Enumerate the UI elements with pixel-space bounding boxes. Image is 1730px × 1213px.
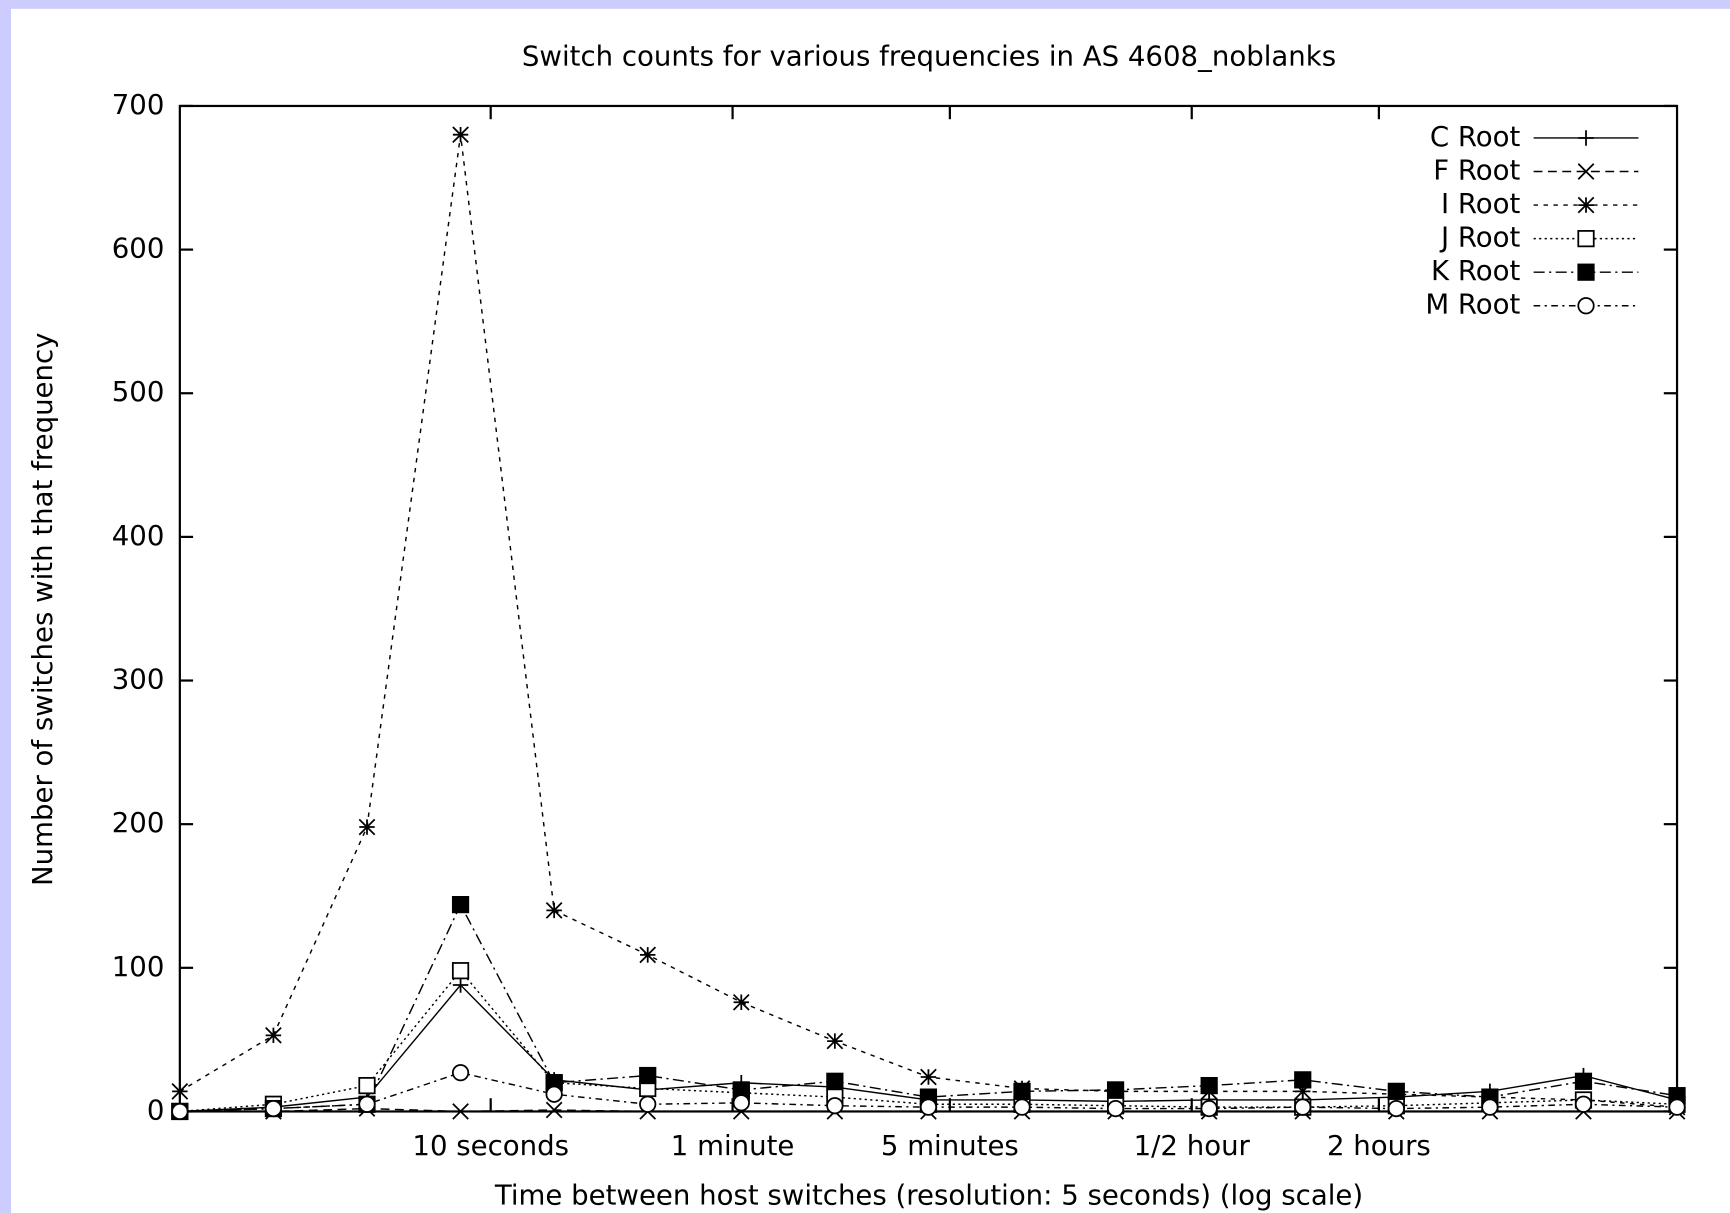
point (1481, 1098, 1499, 1116)
x-tick-label: 1 minute (671, 1129, 795, 1162)
chart-background (11, 8, 1730, 1213)
point (171, 1082, 189, 1100)
x-tick-label: 5 minutes (881, 1129, 1019, 1162)
legend-marker (1577, 196, 1595, 214)
point (451, 962, 470, 980)
x-axis-label: Time between host switches (resolution: … (494, 1178, 1363, 1211)
y-axis-label: Number of switches with that frequency (26, 332, 59, 886)
point (1106, 1081, 1125, 1099)
point (452, 1103, 469, 1120)
point (1106, 1099, 1125, 1118)
legend-label: C Root (1430, 120, 1521, 153)
y-tick-label: 0 (147, 1093, 165, 1126)
point (826, 1032, 844, 1050)
series-line (179, 1071, 1678, 1113)
legend-label: J Root (1439, 221, 1521, 254)
series-line (179, 969, 1678, 1113)
y-tick-label: 200 (112, 806, 165, 839)
point (920, 1068, 937, 1086)
y-tick-label: 100 (112, 950, 165, 983)
point (826, 1097, 844, 1115)
point (639, 1095, 657, 1113)
y-tick-label: 400 (112, 519, 165, 552)
point (452, 126, 469, 144)
chart-title: Switch counts for various frequencies in… (522, 39, 1336, 72)
point (1387, 1099, 1405, 1118)
point (732, 1094, 750, 1112)
legend-label: K Root (1431, 254, 1521, 287)
point (1668, 1098, 1686, 1116)
legend-marker (1577, 163, 1595, 180)
point (1294, 1082, 1312, 1100)
point (1574, 1095, 1593, 1113)
x-tick-label: 2 hours (1327, 1129, 1431, 1162)
point (1200, 1099, 1218, 1118)
y-tick-label: 700 (112, 88, 165, 121)
point (1294, 1098, 1312, 1116)
legend-label: F Root (1433, 154, 1520, 187)
point (264, 1099, 283, 1118)
point (1200, 1076, 1218, 1095)
y-tick-label: 300 (112, 663, 165, 696)
point (639, 1066, 657, 1085)
point (732, 993, 750, 1011)
y-tick-label: 600 (112, 232, 165, 265)
point (1013, 1098, 1031, 1116)
legend-label: I Root (1441, 187, 1521, 220)
point (545, 1101, 563, 1119)
point (826, 1072, 844, 1090)
legend-label: M Root (1425, 288, 1520, 321)
point (451, 896, 470, 914)
point (171, 1102, 189, 1121)
point (1387, 1082, 1405, 1100)
y-tick-label: 500 (112, 375, 165, 408)
legend-marker (1577, 263, 1595, 281)
series-line (179, 902, 1678, 1113)
x-tick-label: 10 seconds (412, 1129, 569, 1162)
point (452, 977, 469, 993)
point (1574, 1072, 1593, 1090)
point (1013, 1082, 1031, 1100)
point (265, 1026, 282, 1044)
point (1294, 1071, 1312, 1089)
point (358, 1076, 376, 1095)
legend-marker (1577, 297, 1595, 315)
point (919, 1098, 938, 1116)
legend-marker (1577, 230, 1595, 248)
point (451, 1064, 470, 1082)
point (358, 818, 376, 836)
point (545, 902, 563, 919)
point (639, 946, 657, 964)
point (545, 1085, 563, 1103)
point (358, 1095, 376, 1113)
x-tick-label: 1/2 hour (1134, 1129, 1251, 1162)
legend-marker (1578, 130, 1594, 146)
